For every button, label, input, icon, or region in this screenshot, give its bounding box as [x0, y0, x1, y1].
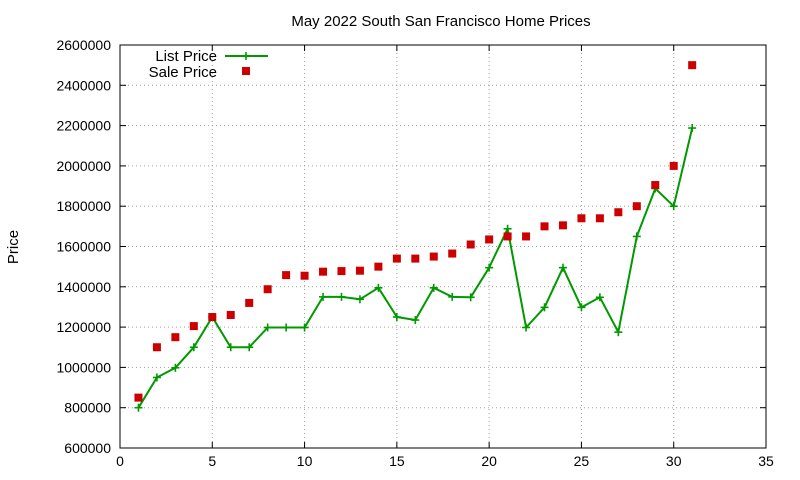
data-point-list-price: [448, 292, 457, 301]
data-point-sale-price: [226, 311, 235, 320]
data-point-sale-price: [355, 266, 364, 275]
legend-marker: [242, 67, 250, 75]
legend-sample-list-price: [225, 52, 268, 60]
ticks: 0 5 10 15 20 25 30 35 600000 800000 1000000 1200000…: [56, 37, 774, 469]
data-point-sale-price: [669, 161, 678, 170]
data-point-list-price: [540, 303, 549, 312]
data-point-sale-price: [632, 202, 641, 211]
chart-title: May 2022 South San Francisco Home Prices: [291, 13, 590, 30]
data-point-list-price: [392, 313, 401, 322]
data-point-sale-price: [595, 214, 604, 223]
data-point-sale-price: [245, 298, 254, 307]
data-point-sale-price: [171, 333, 180, 342]
data-point-sale-price: [466, 240, 475, 249]
data-point-list-price: [595, 293, 604, 302]
data-point-list-price: [282, 323, 291, 332]
y-tick-label: 600000: [64, 440, 111, 456]
x-tick-label: 5: [208, 453, 216, 469]
y-tick-label: 2600000: [56, 37, 111, 53]
y-axis-label: Price: [5, 230, 22, 264]
data-point-list-price: [337, 292, 346, 301]
data-point-list-price: [503, 224, 512, 233]
data-point-sale-price: [300, 271, 309, 280]
y-tick-label: 1400000: [56, 279, 111, 295]
data-point-list-price: [152, 373, 161, 382]
data-point-sale-price: [152, 343, 161, 352]
data-point-sale-price: [429, 252, 438, 261]
y-tick-label: 1000000: [56, 359, 111, 375]
legend-marker: [242, 52, 250, 60]
data-point-sale-price: [485, 235, 494, 244]
y-tick-label: 2200000: [56, 118, 111, 134]
data-point-sale-price: [540, 222, 549, 231]
data-point-sale-price: [374, 262, 383, 271]
data-point-list-price: [577, 303, 586, 312]
data-point-list-price: [558, 263, 567, 272]
data-point-sale-price: [319, 267, 328, 276]
data-point-list-price: [245, 343, 254, 352]
data-point-list-price: [632, 232, 641, 241]
data-point-sale-price: [189, 322, 198, 331]
legend-label-sale-price: Sale Price: [149, 64, 217, 81]
y-tick-label: 2400000: [56, 77, 111, 93]
data-point-sale-price: [448, 249, 457, 258]
x-tick-label: 25: [574, 453, 590, 469]
legend-sample-sale-price: [242, 67, 250, 75]
legend-label-list-price: List Price: [155, 48, 217, 65]
data-point-sale-price: [134, 393, 143, 402]
y-tick-label: 1800000: [56, 198, 111, 214]
grid: [120, 45, 766, 448]
y-tick-label: 2000000: [56, 158, 111, 174]
series-list-price: [134, 124, 697, 412]
data-point-list-price: [171, 363, 180, 372]
series-line-list-price: [137, 127, 694, 409]
x-tick-label: 10: [297, 453, 313, 469]
data-point-sale-price: [208, 313, 217, 322]
data-point-sale-price: [577, 214, 586, 223]
y-tick-label: 1600000: [56, 239, 111, 255]
data-point-sale-price: [614, 208, 623, 217]
y-tick-label: 1200000: [56, 319, 111, 335]
data-point-sale-price: [282, 271, 291, 280]
data-point-sale-price: [411, 254, 420, 263]
data-point-list-price: [263, 323, 272, 332]
data-point-sale-price: [392, 254, 401, 263]
data-point-list-price: [319, 292, 328, 301]
data-point-list-price: [614, 328, 623, 337]
x-tick-label: 35: [758, 453, 774, 469]
data-point-sale-price: [503, 232, 512, 241]
series-sale-price: [134, 61, 697, 402]
data-point-sale-price: [263, 285, 272, 294]
y-tick-label: 800000: [64, 400, 111, 416]
data-point-list-price: [374, 283, 383, 292]
data-point-list-price: [134, 403, 143, 412]
data-point-sale-price: [558, 221, 567, 230]
x-tick-label: 15: [389, 453, 405, 469]
data-point-list-price: [355, 295, 364, 304]
legend: List Price Sale Price: [149, 48, 268, 81]
data-point-list-price: [429, 283, 438, 292]
data-point-list-price: [300, 323, 309, 332]
data-point-list-price: [522, 323, 531, 332]
data-point-list-price: [226, 343, 235, 352]
data-point-list-price: [669, 202, 678, 211]
data-point-sale-price: [651, 181, 660, 190]
data-point-sale-price: [688, 61, 697, 70]
data-point-list-price: [411, 316, 420, 325]
data-point-list-price: [688, 124, 697, 133]
data-point-sale-price: [522, 232, 531, 241]
plot-frame: [119, 44, 767, 449]
data-point-sale-price: [337, 267, 346, 276]
x-tick-label: 0: [116, 453, 124, 469]
x-tick-label: 20: [481, 453, 497, 469]
data-point-list-price: [189, 343, 198, 352]
x-tick-label: 30: [666, 453, 682, 469]
data-point-list-price: [466, 293, 475, 302]
data-point-list-price: [485, 263, 494, 272]
series-layer: [134, 61, 697, 412]
